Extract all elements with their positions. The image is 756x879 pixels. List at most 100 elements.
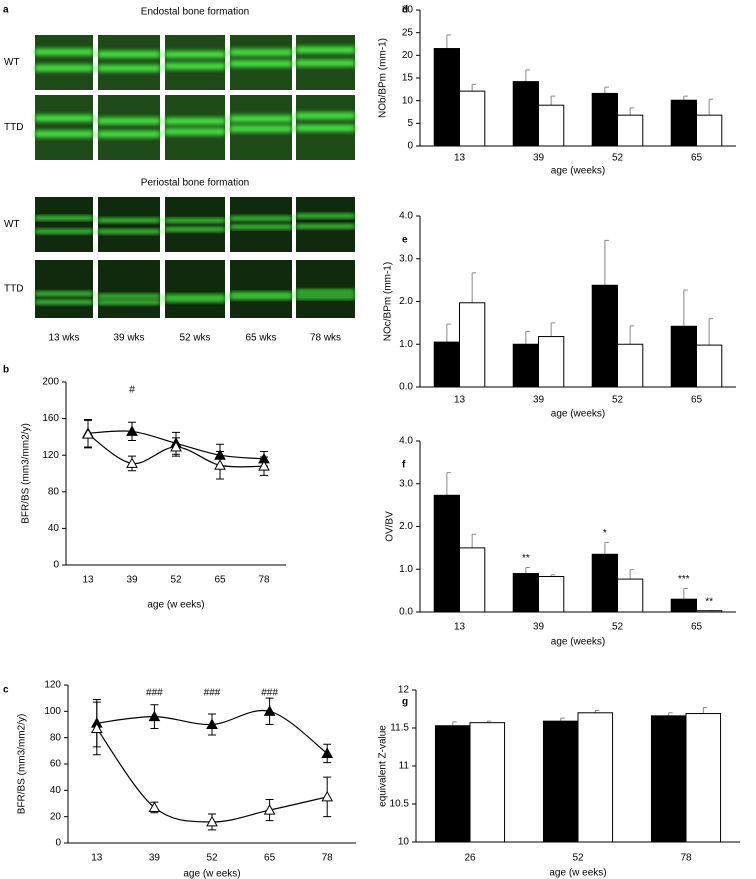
annotation: ### (146, 688, 163, 699)
bar (459, 90, 486, 147)
y-tick-label: 10 (398, 837, 410, 848)
fluorescent-band (35, 229, 93, 234)
fluorescent-band (35, 300, 93, 305)
error-bar (683, 289, 688, 327)
x-tick-label: 65 (214, 575, 226, 586)
micrograph (98, 95, 160, 160)
fluorescent-band (98, 218, 160, 223)
marker (321, 790, 334, 802)
micrograph (165, 260, 225, 318)
error-bar (471, 533, 477, 548)
y-axis-label: BFR/BS (mm3/mm2/y) (17, 714, 28, 815)
error-bar (560, 717, 565, 722)
y-tick-label: 1.0 (399, 564, 413, 575)
marker (258, 460, 270, 471)
x-tick-label: 13 (454, 395, 466, 406)
row-label: WT (4, 219, 20, 230)
bar (617, 114, 644, 147)
marker (206, 718, 218, 729)
bar (591, 92, 618, 147)
x-tick-label: 52 (170, 575, 182, 586)
y-tick-label: 5 (407, 118, 413, 129)
error-bar (683, 95, 688, 101)
fluorescent-band (296, 59, 355, 67)
y-tick-label: 4.0 (399, 436, 413, 447)
column-label: 39 wks (113, 333, 144, 344)
bar (538, 576, 565, 613)
error-bar (708, 98, 714, 116)
y-tick-label: 0 (407, 141, 413, 152)
error-bar (446, 323, 451, 343)
fluorescent-band (98, 300, 160, 305)
micrograph (35, 35, 93, 90)
x-axis-label: age (w eeks) (147, 600, 204, 611)
x-axis-label: age (weeks) (551, 409, 605, 420)
x-tick-label: 39 (533, 153, 545, 164)
fluorescent-band (165, 62, 225, 70)
bar (433, 341, 461, 388)
fluorescent-band (165, 298, 225, 303)
fluorescent-band (98, 130, 160, 138)
y-axis-label: OV/BV (385, 511, 396, 542)
x-tick-label: 65 (264, 853, 276, 864)
error-bar (452, 721, 457, 726)
fluorescent-band (296, 289, 355, 294)
panel-letter: b (3, 365, 9, 376)
x-axis-label: age (weeks) (551, 166, 605, 177)
x-tick-label: 39 (126, 575, 138, 586)
marker (126, 457, 138, 468)
error-bar (525, 69, 530, 82)
fluorescent-band (165, 227, 225, 232)
fluorescent-band (296, 213, 355, 218)
y-tick-label: 120 (44, 680, 61, 691)
y-tick-label: 40 (50, 785, 62, 796)
bar (512, 573, 539, 613)
bar (670, 325, 697, 388)
y-tick-label: 80 (48, 486, 60, 497)
marker (263, 705, 276, 716)
micrograph (98, 260, 160, 318)
x-tick-label: 52 (612, 153, 624, 164)
panel-letter: f (402, 460, 406, 471)
fluorescent-band (98, 64, 160, 72)
section-title: Periostal bone formation (141, 178, 249, 189)
fluorescent-band (165, 128, 225, 136)
fluorescent-band (35, 64, 93, 72)
y-tick-label: 200 (42, 377, 59, 388)
panel-letter: g (402, 697, 408, 708)
fluorescent-band (296, 294, 355, 299)
y-tick-label: 0 (55, 838, 61, 849)
y-tick-label: 1.0 (399, 339, 413, 350)
y-tick-label: 10 (402, 95, 414, 106)
micrograph (35, 260, 93, 318)
micrograph (35, 95, 93, 160)
fluorescent-band (165, 218, 225, 223)
y-tick-label: 10.5 (390, 799, 410, 810)
fluorescent-band (296, 46, 355, 54)
marker (321, 747, 334, 758)
y-tick-label: 0 (53, 560, 59, 571)
bar (512, 343, 539, 388)
fluorescent-band (230, 125, 292, 133)
y-tick-label: 0.0 (399, 382, 413, 393)
row-label: TTD (4, 122, 23, 133)
annotation: *** (678, 574, 690, 585)
fluorescent-band (230, 216, 292, 221)
error-bar (471, 272, 477, 303)
micrograph (230, 260, 292, 318)
micrograph (165, 197, 225, 252)
panel-letter: d (402, 5, 408, 16)
fluorescent-band (230, 60, 292, 68)
marker (214, 459, 226, 470)
y-axis-label: equivalent Z-value (378, 725, 389, 807)
fluorescent-band (230, 48, 292, 56)
fluorescent-band (165, 294, 225, 299)
fluorescent-band (296, 224, 355, 229)
annotation: ** (705, 596, 713, 607)
bar (617, 343, 644, 388)
fluorescent-band (98, 294, 160, 299)
fluorescent-band (165, 117, 225, 125)
y-tick-label: 25 (402, 27, 414, 38)
bar (591, 553, 618, 613)
